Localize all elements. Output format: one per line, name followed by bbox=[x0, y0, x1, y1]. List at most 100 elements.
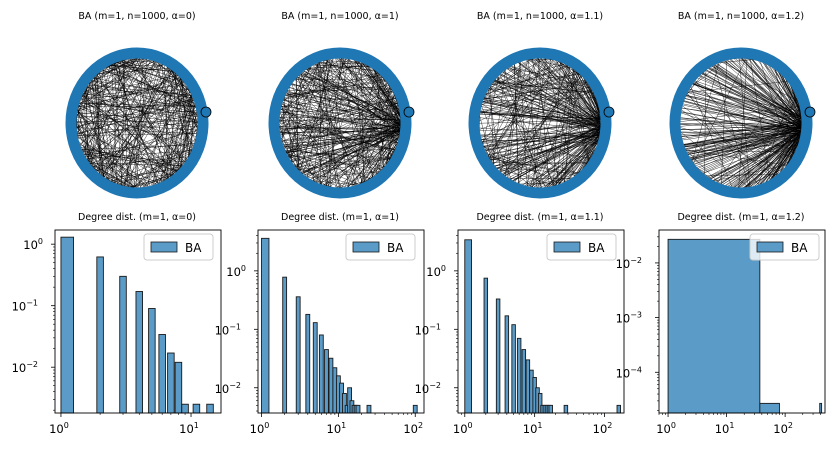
y-tick-label: 100 bbox=[226, 264, 246, 279]
network-title-3: BA (m=1, n=1000, α=1.1) bbox=[477, 11, 603, 22]
histogram-bar bbox=[328, 357, 334, 414]
x-tick-label: 102 bbox=[773, 421, 793, 436]
legend-box bbox=[345, 233, 416, 261]
histogram-bar bbox=[60, 236, 75, 414]
legend-swatch bbox=[150, 241, 178, 253]
legend-label: BA bbox=[791, 241, 808, 255]
x-tick-label: 101 bbox=[715, 421, 735, 436]
histogram-bar bbox=[563, 404, 569, 414]
legend-label: BA bbox=[185, 241, 202, 255]
histogram-bar bbox=[355, 404, 361, 414]
histogram-bar bbox=[525, 359, 531, 414]
legend-label: BA bbox=[387, 241, 404, 255]
axes-frame bbox=[658, 229, 826, 414]
histogram-bar bbox=[495, 298, 501, 414]
histogram-bar bbox=[192, 403, 201, 414]
network-graph-1 bbox=[65, 47, 212, 199]
network-title-1: BA (m=1, n=1000, α=0) bbox=[78, 11, 195, 22]
histogram-bar bbox=[282, 276, 288, 414]
degree-histogram-2: Degree dist. (m=1, α=1) 100 101 102 10−2 10−… bbox=[215, 212, 425, 436]
histogram-bar bbox=[511, 324, 516, 414]
x-tick-label: 101 bbox=[523, 421, 543, 436]
histogram-title-4: Degree dist. (m=1, α=1.2) bbox=[677, 212, 804, 223]
network-panel-2: BA (m=1, n=1000, α=1) bbox=[268, 11, 415, 199]
network-panel-1: BA (m=1, n=1000, α=0) bbox=[65, 11, 212, 199]
node-ring bbox=[268, 47, 412, 199]
y-tick-label: 10−2 bbox=[12, 360, 38, 375]
hub-node bbox=[804, 106, 816, 118]
x-tick-label: 102 bbox=[403, 421, 423, 436]
axes-frame bbox=[257, 229, 425, 414]
legend-2: BA bbox=[345, 233, 416, 261]
histogram-bar bbox=[324, 349, 329, 414]
hub-node bbox=[603, 106, 615, 118]
x-tick-label: 100 bbox=[453, 421, 473, 436]
histogram-bar bbox=[616, 404, 622, 414]
degree-histogram-1: Degree dist. (m=1, α=0) 100 101 10−2 10−1 10… bbox=[12, 212, 222, 436]
x-tick-label: 100 bbox=[250, 421, 270, 436]
node-ring bbox=[65, 47, 209, 199]
histogram-bar bbox=[759, 402, 780, 414]
histogram-bar bbox=[464, 239, 472, 414]
legend-box bbox=[749, 233, 820, 261]
x-tick-label: 101 bbox=[327, 421, 347, 436]
degree-histogram-4: Degree dist. (m=1, α=1.2) 100 101 102 10−4 1… bbox=[616, 212, 826, 436]
histogram-bar bbox=[119, 275, 127, 414]
y-tick-label: 10−2 bbox=[616, 256, 642, 271]
histogram-bar bbox=[261, 237, 270, 414]
network-panel-3: BA (m=1, n=1000, α=1.1) bbox=[468, 11, 615, 199]
histogram-bar bbox=[366, 404, 372, 414]
histogram-bar bbox=[318, 334, 324, 414]
network-title-2: BA (m=1, n=1000, α=1) bbox=[281, 11, 398, 22]
legend-1: BA bbox=[143, 233, 214, 261]
histogram-bar bbox=[148, 308, 156, 414]
histogram-bar bbox=[412, 404, 418, 414]
histogram-title-2: Degree dist. (m=1, α=1) bbox=[281, 212, 399, 223]
node-ring bbox=[669, 47, 813, 199]
y-tick-label: 10−1 bbox=[215, 322, 241, 337]
x-tick-label: 101 bbox=[179, 421, 199, 436]
histogram-bar bbox=[174, 361, 183, 414]
histogram-bar bbox=[516, 337, 522, 414]
histogram-bar bbox=[135, 291, 144, 414]
hub-node bbox=[200, 106, 212, 118]
network-graph-2 bbox=[268, 47, 415, 199]
y-tick-label: 10−2 bbox=[415, 381, 441, 396]
legend-box bbox=[546, 233, 617, 261]
x-tick-label: 100 bbox=[656, 421, 676, 436]
y-tick-label: 10−1 bbox=[415, 322, 441, 337]
network-panel-4: BA (m=1, n=1000, α=1.2) bbox=[669, 11, 816, 199]
histogram-bar bbox=[483, 277, 489, 414]
y-tick-label: 100 bbox=[426, 264, 446, 279]
axes-frame bbox=[457, 229, 625, 414]
legend-swatch bbox=[553, 241, 581, 253]
y-tick-label: 10−2 bbox=[215, 381, 241, 396]
network-title-4: BA (m=1, n=1000, α=1.2) bbox=[678, 11, 804, 22]
histogram-bar bbox=[504, 315, 510, 414]
node-ring bbox=[468, 47, 612, 199]
y-tick-label: 10−4 bbox=[616, 365, 642, 380]
network-graph-4 bbox=[669, 47, 816, 199]
legend-swatch bbox=[352, 241, 380, 253]
histogram-bar bbox=[312, 322, 318, 414]
legend-box bbox=[143, 233, 214, 261]
histogram-bar bbox=[521, 349, 527, 414]
y-tick-label: 10−3 bbox=[616, 311, 642, 326]
network-graph-3 bbox=[468, 47, 615, 199]
legend-swatch bbox=[756, 241, 784, 253]
axes-frame bbox=[54, 229, 222, 414]
legend-label: BA bbox=[588, 241, 605, 255]
histogram-bar bbox=[548, 404, 553, 414]
histogram-bar bbox=[305, 313, 311, 414]
histogram-bar bbox=[181, 403, 189, 414]
histogram-bar bbox=[819, 402, 823, 414]
histogram-bar bbox=[167, 352, 175, 414]
legend-4: BA bbox=[749, 233, 820, 261]
histogram-bar bbox=[96, 256, 104, 414]
histogram-bar bbox=[206, 403, 214, 414]
y-tick-label: 100 bbox=[23, 237, 43, 252]
histogram-bar bbox=[667, 238, 761, 414]
x-tick-label: 100 bbox=[49, 421, 69, 436]
histogram-title-1: Degree dist. (m=1, α=0) bbox=[78, 212, 196, 223]
